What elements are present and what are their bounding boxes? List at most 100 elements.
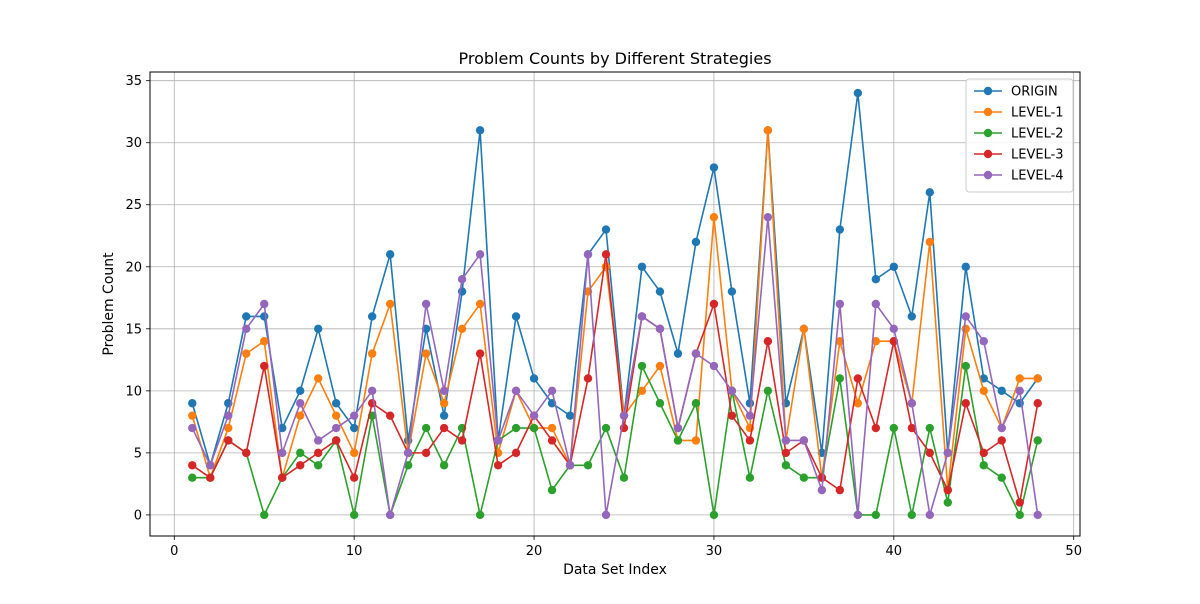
data-point — [547, 386, 557, 396]
data-point — [889, 423, 899, 433]
chart-title: Problem Counts by Different Strategies — [458, 49, 771, 68]
data-point — [961, 262, 970, 271]
data-point — [260, 510, 269, 520]
y-tick-label: 10 — [125, 384, 142, 399]
data-point — [979, 461, 988, 470]
data-point — [835, 374, 845, 383]
x-tick-label: 0 — [170, 544, 178, 559]
data-point — [583, 461, 593, 470]
data-point — [853, 88, 863, 98]
data-point — [907, 510, 917, 520]
data-point — [296, 399, 305, 408]
data-point — [997, 473, 1006, 482]
legend-item: LEVEL-3 — [974, 148, 1064, 163]
data-point — [871, 510, 881, 520]
data-point — [547, 423, 557, 433]
data-point — [313, 324, 323, 334]
data-point — [511, 423, 521, 433]
data-point — [655, 324, 665, 334]
data-point — [403, 448, 413, 458]
data-point — [1033, 374, 1042, 383]
data-point — [637, 312, 647, 321]
data-point — [763, 386, 773, 396]
data-point — [943, 448, 952, 458]
data-point — [439, 461, 449, 470]
data-point — [278, 448, 287, 458]
data-point — [799, 473, 809, 482]
legend-marker — [983, 128, 993, 138]
data-point — [745, 399, 755, 408]
y-tick-label: 0 — [134, 508, 142, 523]
y-tick-label: 20 — [125, 260, 142, 275]
data-point — [673, 436, 683, 445]
data-point — [871, 337, 881, 346]
data-point — [260, 299, 269, 309]
data-point — [871, 423, 881, 433]
data-point — [260, 361, 269, 371]
data-point — [673, 349, 683, 358]
data-point — [439, 399, 449, 408]
data-point — [1015, 498, 1024, 507]
data-point — [260, 312, 269, 321]
series-layer — [188, 88, 1042, 520]
legend-marker — [983, 170, 993, 180]
data-point — [799, 324, 809, 334]
data-point — [511, 312, 521, 321]
data-point — [439, 423, 449, 433]
legend-label: ORIGIN — [1011, 85, 1058, 100]
data-point — [475, 250, 485, 259]
data-point — [727, 386, 737, 396]
data-point — [475, 510, 485, 520]
data-point — [691, 237, 701, 247]
y-tick-label: 5 — [134, 446, 142, 461]
data-point — [349, 423, 359, 433]
data-point — [242, 448, 251, 458]
data-point — [925, 188, 934, 197]
data-point — [961, 324, 970, 334]
y-axis-label: Problem Count — [101, 252, 117, 356]
data-point — [457, 274, 467, 284]
data-point — [367, 312, 377, 321]
data-point — [979, 374, 988, 383]
data-point — [691, 349, 701, 358]
data-point — [637, 361, 647, 371]
data-point — [313, 436, 323, 445]
data-point — [278, 473, 287, 482]
data-point — [691, 436, 701, 445]
data-point — [907, 312, 917, 321]
data-point — [709, 299, 719, 309]
data-point — [385, 510, 395, 520]
series-level-4 — [188, 212, 1042, 520]
data-point — [242, 349, 251, 358]
data-point — [727, 411, 737, 420]
data-point — [511, 386, 521, 396]
data-point — [835, 337, 845, 346]
data-point — [997, 386, 1006, 396]
data-point — [943, 498, 952, 507]
data-point — [224, 423, 233, 433]
data-point — [331, 411, 341, 420]
data-point — [745, 411, 755, 420]
data-point — [781, 436, 791, 445]
legend-marker — [983, 107, 993, 117]
x-tick-label: 10 — [346, 544, 363, 559]
data-point — [188, 399, 197, 408]
data-point — [835, 299, 845, 309]
data-point — [421, 448, 431, 458]
data-point — [1015, 510, 1024, 520]
data-point — [529, 423, 539, 433]
data-point — [853, 374, 863, 383]
data-point — [907, 423, 917, 433]
y-tick-label: 35 — [125, 74, 142, 89]
series-line — [192, 365, 1039, 516]
data-point — [367, 386, 377, 396]
y-tick-label: 15 — [125, 322, 142, 337]
legend-label: LEVEL-1 — [1011, 106, 1064, 121]
data-point — [349, 510, 359, 520]
data-point — [925, 237, 934, 247]
data-point — [188, 423, 197, 433]
data-point — [763, 126, 773, 135]
data-point — [529, 411, 539, 420]
data-point — [763, 212, 773, 222]
